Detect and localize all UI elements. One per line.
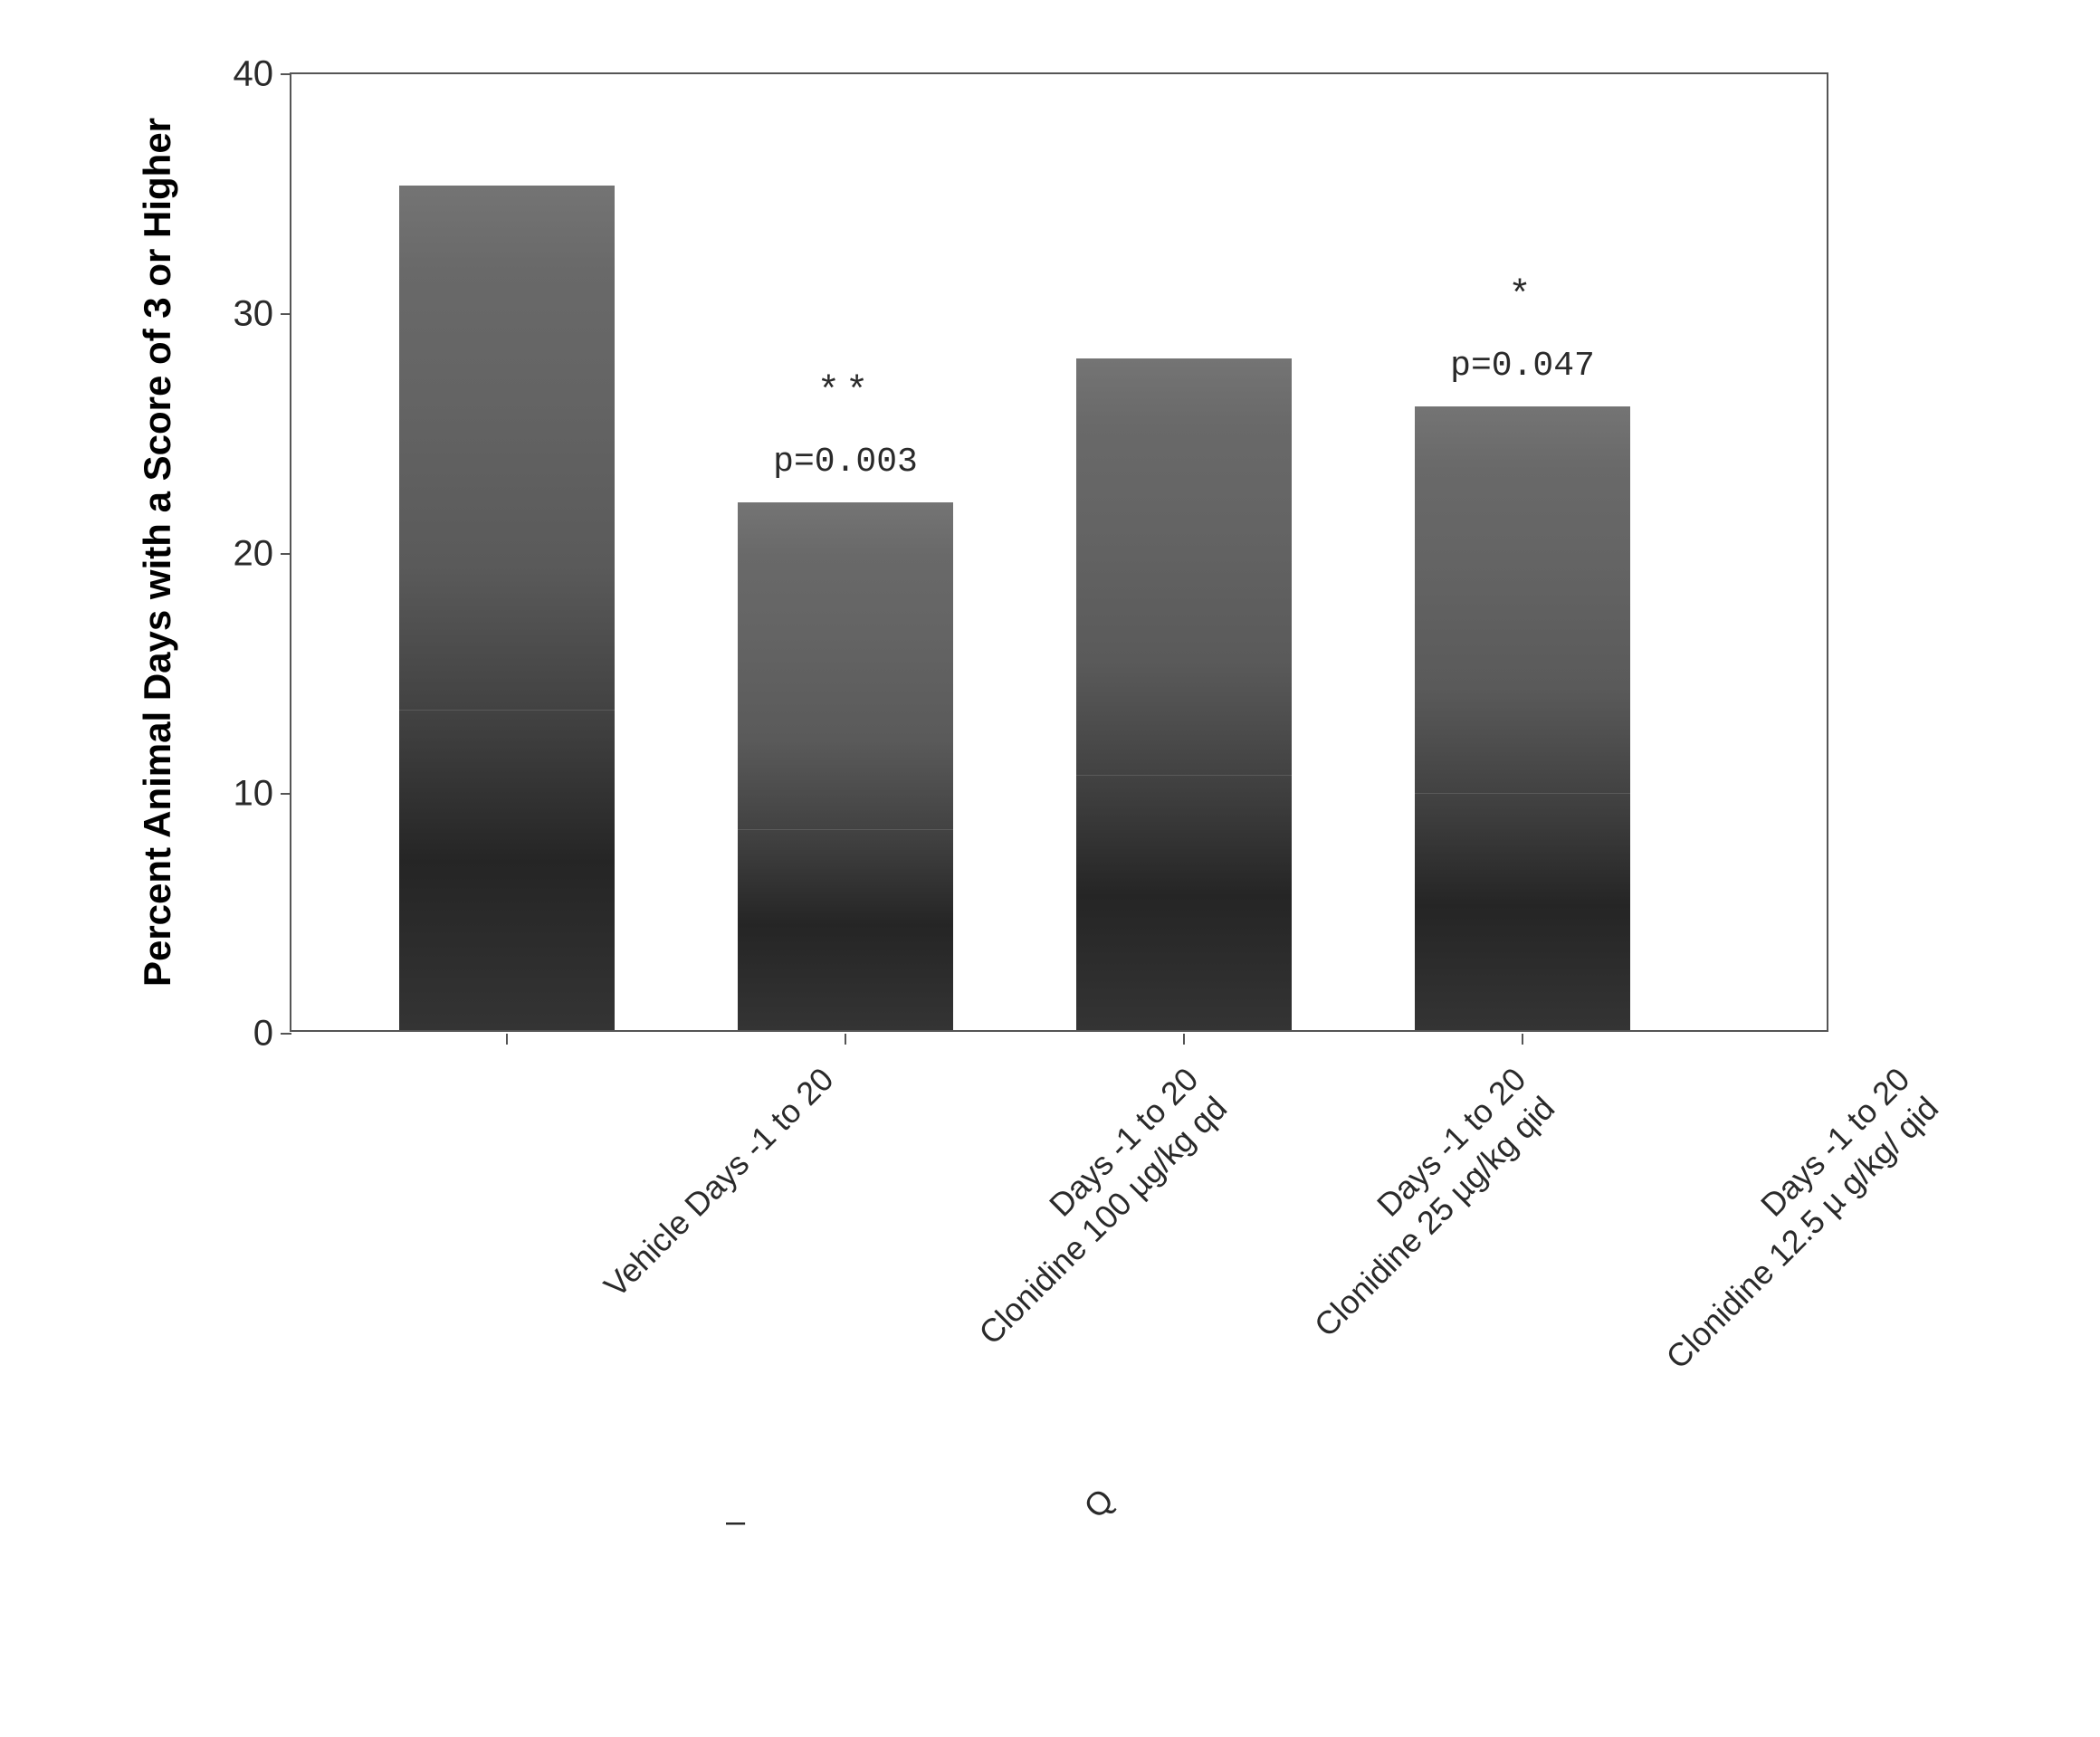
y-tick-mark bbox=[281, 313, 291, 315]
page: Percent Animal Days with a Score of 3 or… bbox=[0, 0, 2100, 1737]
significance-stars: * bbox=[1508, 274, 1536, 318]
y-tick-label: 10 bbox=[201, 774, 273, 815]
x-tick-label: Days -1 to 20Clonidine 100 µg/kg qd bbox=[941, 1059, 1236, 1353]
x-tick-label-line2: Clonidine 12.5 µ g/kg/ qid bbox=[1657, 1088, 1947, 1378]
bar bbox=[399, 186, 615, 1030]
x-axis-labels: Vehicle Days -1 to 20Days -1 to 20Clonid… bbox=[290, 1041, 1828, 1675]
plot-area: 010203040**p=0.003*p=0.047 bbox=[290, 72, 1828, 1032]
y-tick-label: 30 bbox=[201, 294, 273, 335]
stray-dash-artifact: – bbox=[726, 1503, 745, 1541]
y-axis-label: Percent Animal Days with a Score of 3 or… bbox=[136, 54, 190, 1050]
x-tick-label-line1: Vehicle Days -1 to 20 bbox=[596, 1059, 842, 1305]
chart: Percent Animal Days with a Score of 3 or… bbox=[181, 54, 1901, 1684]
y-tick-mark bbox=[281, 793, 291, 795]
p-value-label: p=0.003 bbox=[773, 443, 918, 482]
x-tick-label: Days -1 to 20Clonidine 12.5 µ g/kg/ qid bbox=[1628, 1059, 1946, 1377]
bar bbox=[1415, 406, 1630, 1030]
p-value-label: p=0.047 bbox=[1450, 347, 1595, 386]
bar bbox=[738, 502, 953, 1030]
bar bbox=[1076, 358, 1292, 1030]
x-tick-label-line1: Days -1 to 20 bbox=[941, 1059, 1207, 1324]
x-tick-label-line2: Clonidine 100 µg/kg qd bbox=[970, 1088, 1236, 1353]
x-tick-label: Vehicle Days -1 to 20 bbox=[596, 1059, 842, 1305]
y-tick-mark bbox=[281, 73, 291, 75]
x-tick-label: Days -1 to 20Clonidine 25 µg/kg qid bbox=[1277, 1059, 1563, 1345]
significance-stars: ** bbox=[817, 370, 873, 414]
y-tick-label: 40 bbox=[201, 54, 273, 95]
y-tick-mark bbox=[281, 1033, 291, 1035]
x-tick-label-line1: Days -1 to 20 bbox=[1628, 1059, 1918, 1349]
x-tick-label-line2: Clonidine 25 µg/kg qid bbox=[1305, 1088, 1562, 1345]
x-tick-label-line1: Days -1 to 20 bbox=[1277, 1059, 1534, 1316]
y-tick-label: 0 bbox=[201, 1014, 273, 1055]
y-tick-label: 20 bbox=[201, 534, 273, 575]
y-tick-mark bbox=[281, 553, 291, 555]
